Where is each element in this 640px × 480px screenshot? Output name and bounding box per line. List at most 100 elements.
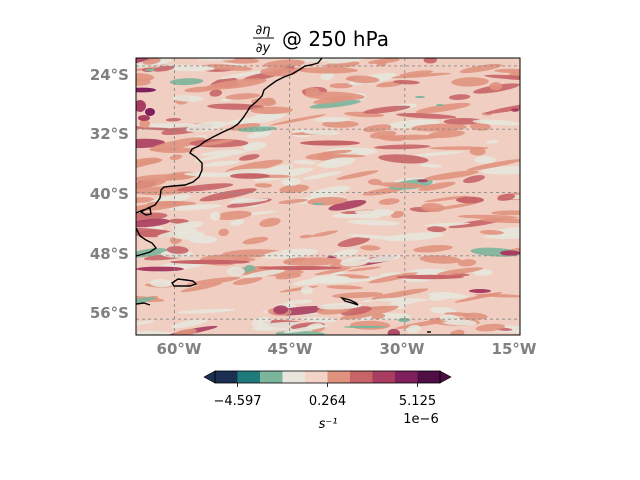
lon-tick-label: 60°W xyxy=(157,340,202,358)
contour-patch xyxy=(279,184,309,194)
contour-patch xyxy=(484,74,520,81)
contour-patch xyxy=(312,96,354,104)
contour-patch xyxy=(228,123,261,131)
contour-patch xyxy=(293,160,316,165)
contour-patch xyxy=(301,286,313,295)
contour-patch xyxy=(396,113,457,119)
contour-patch xyxy=(483,233,520,239)
contour-patch xyxy=(166,246,189,254)
contour-patch xyxy=(332,291,384,299)
colorbar-cell xyxy=(327,371,351,383)
contour-patch xyxy=(415,102,471,114)
colorbar-cells xyxy=(215,371,441,383)
plot-title: ∂η ∂y @ 250 hPa xyxy=(253,23,389,56)
contour-patch xyxy=(242,236,269,245)
colorbar-extend-max xyxy=(439,370,452,384)
contour-patch xyxy=(376,182,425,188)
lat-tick-label: 48°S xyxy=(90,245,129,263)
contour-patch xyxy=(418,181,456,191)
contour-patch-strong xyxy=(396,274,464,280)
contour-patch xyxy=(457,259,477,267)
colorbar-tick-label: −4.597 xyxy=(213,394,261,409)
contour-patch xyxy=(185,121,227,132)
contour-patch xyxy=(376,297,428,302)
contour-patch xyxy=(250,106,293,115)
contour-patch xyxy=(370,209,395,217)
contour-patch xyxy=(306,323,323,330)
contour-patch xyxy=(309,100,361,109)
colorbar-cell xyxy=(417,371,441,383)
colorbar-cell xyxy=(260,371,283,383)
contour-patch xyxy=(347,266,382,272)
contour-patch-strong xyxy=(138,115,150,121)
contour-patch xyxy=(172,328,197,335)
contour-patch xyxy=(186,276,240,286)
contour-patch xyxy=(139,119,150,129)
contour-patch xyxy=(230,219,245,226)
contour-patch xyxy=(194,150,251,162)
contour-field xyxy=(136,58,520,335)
contour-patch xyxy=(443,117,482,125)
contour-patch-strong xyxy=(300,140,360,146)
contour-patch-strong xyxy=(469,289,491,293)
contour-patch xyxy=(329,83,353,89)
contour-patch-strong xyxy=(170,259,250,265)
contour-patch xyxy=(176,183,234,192)
contour-patch xyxy=(346,75,380,84)
contour-patch xyxy=(136,320,156,326)
contour-patch xyxy=(169,78,204,86)
contour-patch xyxy=(390,210,405,219)
contour-patch-strong xyxy=(456,196,484,204)
contour-patch xyxy=(340,305,399,320)
contour-patch xyxy=(169,204,222,211)
contour-patch-strong xyxy=(136,100,146,112)
contour-patch xyxy=(383,232,444,242)
contour-patch-strong xyxy=(511,108,519,112)
contour-patch xyxy=(244,269,286,278)
contour-patch xyxy=(302,173,330,180)
contour-patch xyxy=(371,313,386,320)
colorbar-cell xyxy=(282,371,306,383)
contour-patch xyxy=(253,167,314,182)
contour-patch xyxy=(157,228,198,238)
contour-patch xyxy=(228,198,269,204)
contour-patch xyxy=(171,319,208,329)
contour-patch xyxy=(370,288,429,300)
contour-patch xyxy=(492,226,520,235)
contour-patch xyxy=(340,256,371,267)
lat-tick-label: 56°S xyxy=(90,304,129,322)
contour-patch xyxy=(149,137,206,152)
contour-patch xyxy=(472,119,520,126)
contour-patch xyxy=(457,214,519,219)
contour-patch xyxy=(269,114,326,126)
contour-patch xyxy=(327,58,370,64)
contour-patch xyxy=(298,67,358,74)
contour-patch xyxy=(319,157,355,168)
contour-patch xyxy=(149,279,173,288)
contour-patch xyxy=(399,70,433,77)
contour-patch xyxy=(384,134,439,140)
falkland-islands xyxy=(171,278,198,287)
contour-patch xyxy=(136,218,171,228)
south-georgia-island xyxy=(339,296,359,306)
contour-patch xyxy=(387,328,400,335)
contour-patch xyxy=(424,195,469,203)
contour-patch xyxy=(373,144,431,150)
contour-patch-negative xyxy=(398,318,410,322)
contour-patch xyxy=(142,58,161,65)
contour-patch xyxy=(419,163,443,168)
contour-patch xyxy=(332,249,359,258)
contour-patch xyxy=(392,80,420,85)
contour-patch xyxy=(136,138,166,149)
colorbar-units-label: s⁻¹ xyxy=(319,417,338,432)
contour-patch xyxy=(337,236,370,247)
contour-patch xyxy=(261,248,319,259)
contour-patch xyxy=(413,244,453,253)
contour-patch xyxy=(419,255,462,264)
contour-patch xyxy=(232,276,263,286)
contour-patch xyxy=(311,230,338,237)
gridlines xyxy=(136,58,520,335)
contour-patch-negative xyxy=(436,104,444,106)
contour-patch-negative xyxy=(415,96,425,98)
contour-patch xyxy=(363,105,411,114)
